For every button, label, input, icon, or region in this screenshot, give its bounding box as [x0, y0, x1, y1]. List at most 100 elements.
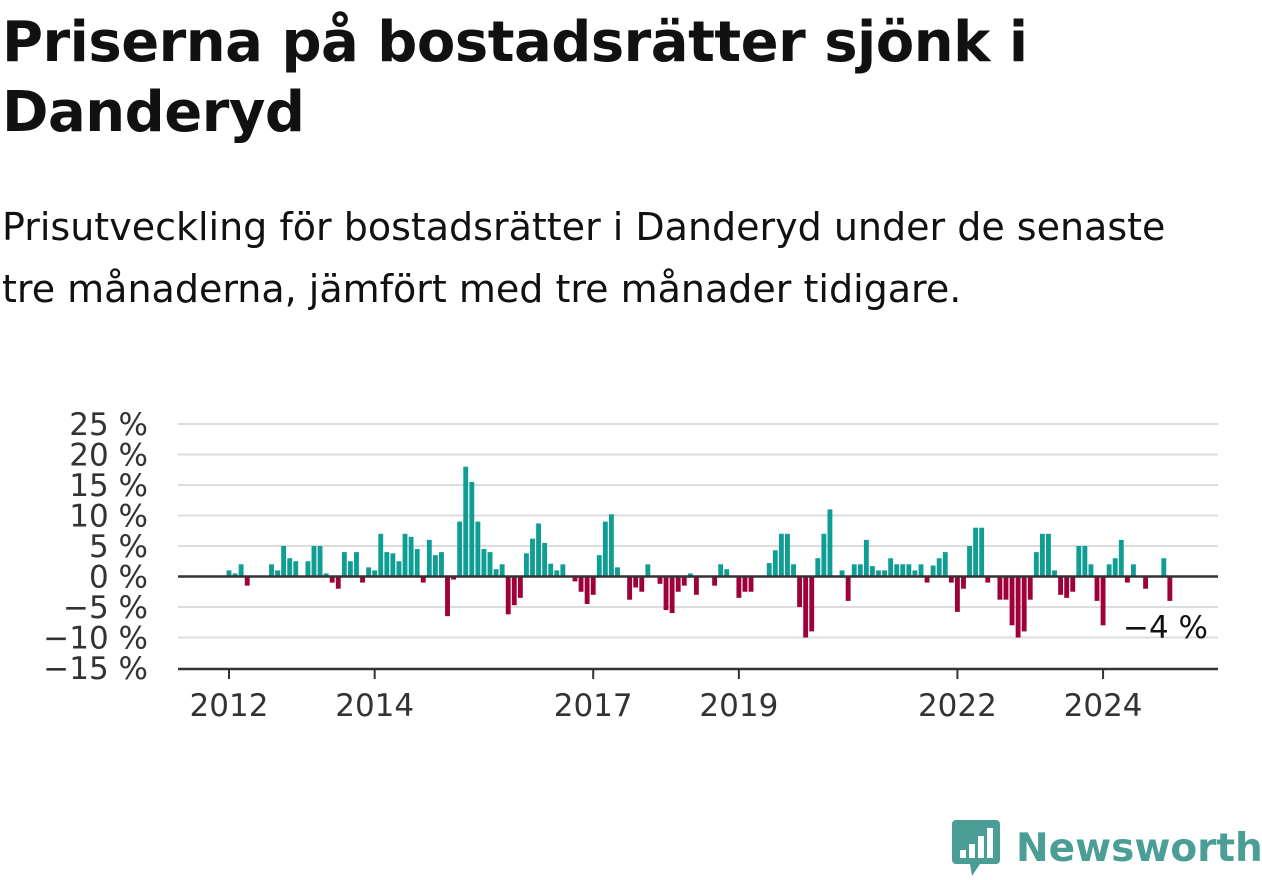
bar — [1003, 576, 1009, 600]
bar — [347, 561, 353, 577]
y-tick-label: 5 % — [89, 529, 148, 565]
bar — [548, 563, 554, 577]
y-tick-label: 25 % — [69, 407, 148, 443]
bar — [1106, 564, 1112, 577]
bar — [511, 576, 517, 606]
bar — [493, 569, 499, 577]
bar — [1070, 576, 1076, 592]
bar — [639, 576, 645, 592]
bar — [554, 570, 560, 577]
bar — [888, 558, 894, 577]
bar — [542, 542, 548, 577]
bar — [1021, 576, 1027, 632]
bar — [402, 533, 408, 577]
bar — [578, 576, 584, 592]
x-tick-label: 2022 — [918, 688, 997, 724]
y-tick-label: −5 % — [63, 590, 148, 626]
bar — [876, 570, 881, 577]
bar — [1118, 539, 1124, 577]
bar — [900, 564, 906, 577]
bar — [524, 553, 529, 577]
x-axis-ticks: 2012 2014 2017 2019 2022 2024 — [190, 669, 1143, 724]
x-tick-label: 2017 — [554, 688, 633, 724]
bar — [457, 521, 463, 577]
bar — [1082, 546, 1088, 577]
bar — [857, 564, 863, 577]
bar — [712, 576, 718, 586]
bar — [869, 566, 875, 577]
bar — [669, 576, 675, 614]
bar — [724, 569, 730, 577]
bars — [226, 466, 1173, 638]
brand-name: Newsworthy — [1016, 825, 1262, 871]
bar — [341, 552, 347, 577]
bar — [384, 552, 390, 577]
bar — [366, 567, 372, 577]
bar — [681, 576, 687, 586]
bar — [809, 576, 815, 632]
bar — [226, 570, 232, 577]
bar — [973, 527, 979, 577]
bar — [608, 514, 614, 577]
bar — [766, 563, 772, 577]
bar — [329, 576, 335, 583]
bar — [1100, 576, 1106, 626]
chart-subtitle: Prisutveckling för bostadsrätter i Dande… — [2, 205, 1166, 311]
bar — [918, 564, 924, 577]
bar — [1027, 576, 1033, 600]
bar — [1064, 576, 1070, 598]
bar — [1112, 558, 1118, 577]
bar — [420, 576, 426, 583]
bar — [930, 565, 936, 577]
bar — [463, 466, 469, 577]
bar — [821, 533, 827, 577]
bar — [736, 576, 742, 598]
bar — [602, 521, 608, 577]
y-tick-label: 20 % — [69, 438, 148, 474]
bar — [815, 558, 821, 577]
bar — [451, 576, 457, 580]
bar — [354, 552, 359, 577]
bar — [1167, 576, 1173, 601]
bar — [936, 558, 942, 577]
bar — [979, 527, 985, 577]
bar — [596, 555, 602, 577]
bar — [645, 564, 651, 577]
bar — [1015, 576, 1021, 638]
bar — [232, 573, 238, 577]
bar — [948, 576, 954, 583]
bar — [961, 576, 966, 589]
bar — [360, 576, 365, 583]
bar — [615, 567, 620, 577]
y-tick-label: −10 % — [43, 621, 148, 657]
annotations: −4 % — [1123, 610, 1208, 646]
bar — [469, 481, 475, 577]
bar — [839, 570, 845, 577]
bar — [663, 576, 669, 611]
bar — [499, 564, 505, 577]
axes — [178, 575, 1218, 671]
y-tick-label: 0 % — [89, 560, 148, 596]
bar — [1076, 546, 1082, 577]
bar — [590, 576, 596, 595]
bar — [657, 576, 663, 584]
bar — [942, 552, 948, 577]
bar — [954, 576, 960, 612]
bar — [906, 564, 912, 577]
newsworthy-logo-icon — [952, 820, 1000, 876]
bar — [845, 576, 851, 601]
bar — [275, 570, 280, 577]
bar — [584, 576, 590, 604]
y-axis-ticks: 25 %20 %15 %10 %5 %0 %−5 %−10 %−15 % — [43, 407, 148, 687]
bar — [718, 564, 724, 577]
bar — [742, 576, 748, 592]
bar — [560, 564, 566, 577]
bar — [408, 536, 414, 577]
bar — [924, 576, 930, 583]
bar — [967, 546, 972, 577]
bar — [372, 570, 378, 577]
bar — [281, 546, 287, 577]
bar — [432, 555, 438, 577]
bar — [396, 561, 402, 577]
bar — [912, 570, 918, 577]
